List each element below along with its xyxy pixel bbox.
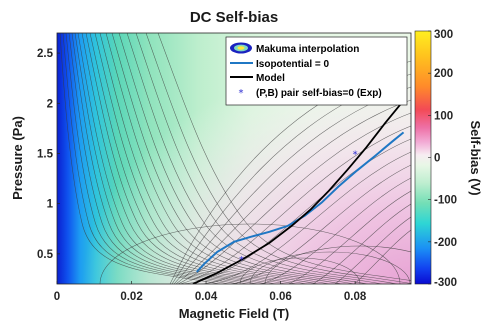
chart-title: DC Self-bias <box>190 9 278 26</box>
contour-line <box>173 86 411 284</box>
contour-line <box>68 33 248 284</box>
contour-line <box>184 151 411 284</box>
contour-line <box>118 33 368 284</box>
colorbar-tick-label: 0 <box>434 153 440 165</box>
legend-box <box>225 36 408 106</box>
contour-line <box>135 33 398 284</box>
contour-line <box>157 33 411 281</box>
y-tick-label: 1 <box>47 199 54 211</box>
x-axis-ticks: 0 0.02 0.04 0.06 0.08 <box>54 281 367 303</box>
contour-line <box>65 33 239 284</box>
contour-line <box>105 33 342 284</box>
colorbar-label: Self-bias (V) <box>468 120 482 195</box>
contour-line <box>249 251 411 284</box>
legend-label-model: Model <box>256 73 285 84</box>
y-tick-label: 2 <box>47 98 53 110</box>
contour-line <box>194 216 411 284</box>
contour-line <box>77 33 276 284</box>
x-tick-label: 0.04 <box>195 291 218 303</box>
colorbar-ticks: 300 200 100 0 -100 -200 -300 <box>428 29 457 289</box>
y-axis-label: Pressure (Pa) <box>10 116 25 200</box>
plot-frame <box>56 32 412 285</box>
contour-line <box>94 33 319 284</box>
y-tick-label: 1.5 <box>37 148 54 160</box>
legend-label-exp: (P,B) pair self-bias=0 (Exp) <box>256 88 382 99</box>
x-tick-label: 0.02 <box>120 291 142 303</box>
x-tick-label: 0 <box>54 291 60 303</box>
contour-lines <box>59 33 411 284</box>
legend-marker-interpolation <box>230 42 252 54</box>
contour-line <box>186 164 411 284</box>
series-layer: ** <box>192 97 407 284</box>
contour-line <box>239 257 361 284</box>
contour-line <box>59 33 221 284</box>
contour-line <box>177 112 411 284</box>
exp-point: * <box>353 149 358 160</box>
contour-line <box>62 33 230 284</box>
legend-label-isopotential: Isopotential = 0 <box>256 59 330 70</box>
x-axis-label: Magnetic Field (T) <box>179 306 290 321</box>
contour-line <box>188 177 411 284</box>
legend: Makuma interpolation Isopotential = 0 Mo… <box>225 36 408 106</box>
contour-line <box>99 223 401 284</box>
exp-point: * <box>239 255 244 266</box>
contour-line <box>190 190 411 284</box>
colorbar-tick-label: -100 <box>434 195 457 207</box>
contour-line <box>179 125 411 284</box>
contour-line <box>145 33 411 284</box>
colorbar-tick-label: -200 <box>434 237 457 249</box>
legend-marker-exp: * <box>239 88 244 99</box>
colorbar-tick-label: 100 <box>434 110 453 122</box>
x-tick-label: 0.08 <box>344 291 367 303</box>
x-tick-label: 0.06 <box>269 291 291 303</box>
contour-line <box>81 33 287 284</box>
y-tick-label: 2.5 <box>37 48 54 60</box>
legend-label-interpolation: Makuma interpolation <box>256 44 359 55</box>
contour-line <box>264 245 411 284</box>
colorbar-tick-label: 300 <box>434 29 453 41</box>
y-axis-ticks: 0.5 1 1.5 2 2.5 <box>37 48 60 261</box>
contour-line <box>99 33 330 284</box>
contour-line <box>175 99 411 284</box>
contour-line <box>71 33 258 284</box>
contour-line <box>85 33 297 284</box>
model-line <box>192 97 407 284</box>
colorbar-tick-label: 200 <box>434 68 453 80</box>
colorbar-tick-label: -300 <box>434 277 457 289</box>
contour-line <box>89 33 307 284</box>
contour-line <box>111 33 355 284</box>
contour-line <box>192 203 411 284</box>
y-tick-label: 0.5 <box>37 249 54 261</box>
